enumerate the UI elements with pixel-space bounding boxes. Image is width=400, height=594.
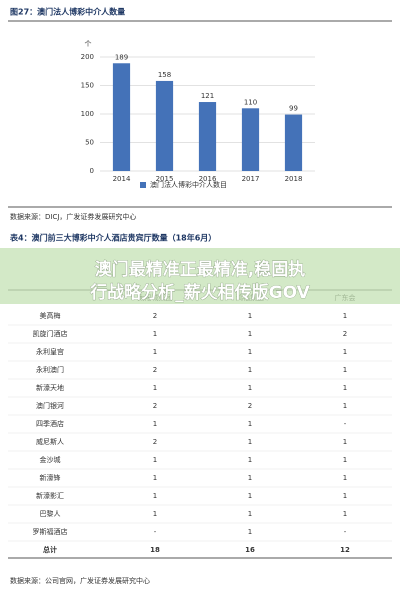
bar: [241, 108, 260, 171]
cell: -: [344, 420, 347, 428]
figure-title: 图27：澳门法人博彩中介人数量: [10, 7, 125, 17]
cell: 1: [343, 438, 347, 446]
total-cell: 18: [150, 546, 160, 554]
banner-text: 澳门最精准正最精准,稳固执: [95, 259, 305, 280]
cell: 1: [153, 384, 157, 392]
y-tick-label: 100: [81, 110, 94, 118]
row-label: 新濠影汇: [36, 491, 64, 500]
total-cell: 16: [245, 546, 255, 554]
legend-swatch: [140, 182, 146, 188]
table: 太阳城集团鸿福集团广东会美高梅211凯旋门酒店112永利皇宫111永利澳门211…: [8, 293, 392, 559]
bar: [198, 102, 217, 171]
bar: [155, 80, 174, 171]
cell: 1: [248, 438, 252, 446]
value-label: 121: [201, 92, 214, 100]
cell: 1: [343, 366, 347, 374]
cell: 1: [248, 366, 252, 374]
y-tick-label: 0: [90, 167, 94, 175]
row-label: 新濠天地: [36, 383, 64, 392]
bar: [112, 63, 131, 171]
cell: 1: [248, 474, 252, 482]
cell: 1: [248, 492, 252, 500]
y-unit: 个: [85, 40, 92, 48]
cell: 2: [343, 330, 347, 338]
y-tick-label: 200: [81, 53, 94, 61]
row-label: 四季酒店: [36, 419, 64, 428]
cell: 1: [343, 456, 347, 464]
table-title: 表4：澳门前三大博彩中介人酒店贵宾厅数量（18年6月）: [9, 233, 216, 243]
cell: 2: [153, 402, 157, 410]
cell: 1: [248, 384, 252, 392]
banner-text: 行战略分析_薪火相传版GOV: [89, 282, 310, 303]
cell: 1: [248, 348, 252, 356]
cell: 2: [153, 312, 157, 320]
cell: 1: [248, 456, 252, 464]
bar: [284, 114, 303, 171]
cell: 1: [153, 492, 157, 500]
cell: 2: [153, 366, 157, 374]
x-tick-label: 2018: [285, 175, 303, 183]
x-tick-label: 2016: [199, 175, 217, 183]
value-label: 110: [244, 98, 257, 106]
banner-band: [0, 248, 400, 304]
cell: 1: [153, 474, 157, 482]
value-label: 99: [289, 105, 298, 113]
cell: -: [344, 528, 347, 536]
cell: 1: [248, 510, 252, 518]
row-label: 巴黎人: [40, 509, 61, 518]
cell: 1: [153, 456, 157, 464]
figure-source: 数据来源：DICJ，广发证券发展研究中心: [10, 212, 136, 221]
total-cell: 总计: [43, 545, 57, 554]
cell: 1: [248, 420, 252, 428]
cell: 1: [343, 384, 347, 392]
row-label: 澳门银河: [36, 401, 64, 410]
cell: 1: [343, 348, 347, 356]
cell: 1: [343, 510, 347, 518]
row-label: 威尼斯人: [36, 437, 64, 446]
table-source: 数据来源：公司官网，广发证券发展研究中心: [10, 576, 150, 585]
cell: 1: [153, 420, 157, 428]
total-cell: 12: [340, 546, 350, 554]
y-tick-label: 50: [85, 139, 94, 147]
row-label: 罗斯福酒店: [33, 527, 68, 536]
value-label: 189: [115, 53, 128, 61]
cell: 1: [343, 474, 347, 482]
cell: 1: [343, 312, 347, 320]
cell: -: [154, 528, 157, 536]
value-label: 158: [158, 71, 171, 79]
cell: 1: [153, 330, 157, 338]
row-label: 金沙城: [40, 455, 61, 464]
cell: 1: [343, 402, 347, 410]
legend-label: 澳门法人博彩中介人数目: [150, 180, 227, 189]
x-tick-label: 2014: [113, 175, 131, 183]
cell: 1: [248, 312, 252, 320]
cell: 1: [248, 528, 252, 536]
row-label: 永利皇宫: [36, 347, 64, 356]
cell: 1: [343, 492, 347, 500]
row-label: 美高梅: [40, 311, 61, 320]
row-label: 永利澳门: [36, 365, 64, 374]
x-tick-label: 2015: [156, 175, 174, 183]
cell: 1: [153, 348, 157, 356]
y-tick-label: 150: [81, 82, 94, 90]
cell: 2: [153, 438, 157, 446]
row-label: 凯旋门酒店: [33, 329, 68, 338]
x-tick-label: 2017: [242, 175, 260, 183]
cell: 1: [248, 330, 252, 338]
cell: 1: [153, 510, 157, 518]
cell: 2: [248, 402, 252, 410]
row-label: 新濠锋: [40, 473, 61, 482]
